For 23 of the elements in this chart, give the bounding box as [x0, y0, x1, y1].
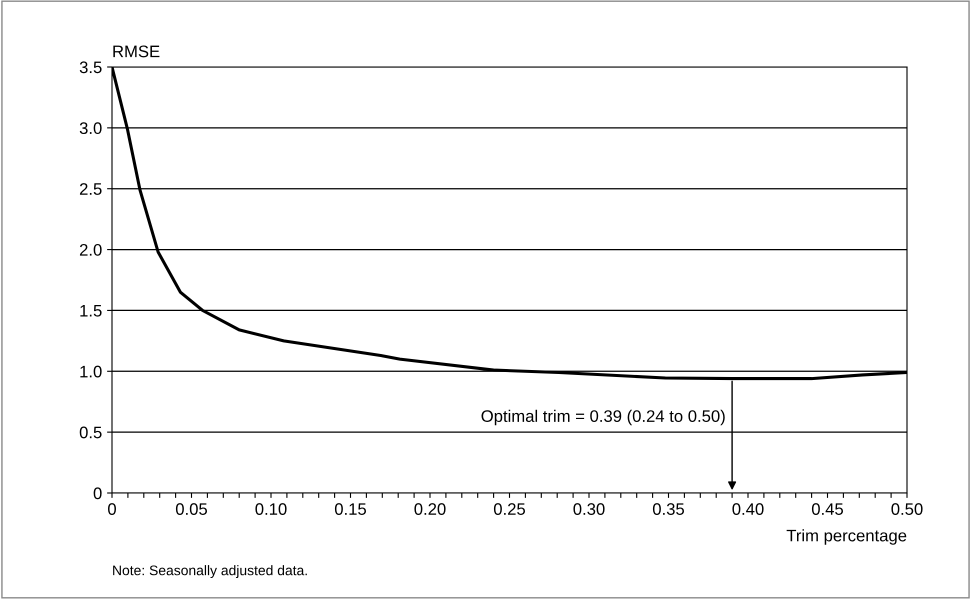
- y-tick-label: 2.0: [80, 244, 102, 256]
- text: Note: Seasonally adjusted data.: [113, 565, 307, 578]
- x-tick-label: 0.45: [812, 503, 844, 515]
- x-tick-label: 0.35: [652, 503, 684, 515]
- x-tick-label: 0.15: [334, 503, 366, 515]
- y-tick-label: 0: [94, 487, 102, 500]
- x-tick-label: 0.05: [176, 503, 208, 515]
- x-tick-label: 0.40: [732, 503, 764, 515]
- x-axis-title: Trim percentage: [786, 529, 906, 545]
- x-tick-label: 0.25: [494, 503, 526, 515]
- x-tick-label: 0: [108, 503, 116, 515]
- x-tick-label: 0.30: [573, 503, 605, 515]
- y-tick-label: 3.0: [80, 122, 102, 134]
- y-tick-label: 0.5: [80, 426, 102, 438]
- y-tick-label: 3.5: [80, 61, 102, 74]
- y-tick-label: 1.5: [80, 305, 102, 317]
- x-tick-label: 0.10: [255, 503, 287, 515]
- x-tick-label: 0.20: [414, 503, 446, 515]
- x-tick-label: 0.50: [891, 503, 923, 515]
- y-tick-label: 1.0: [80, 366, 102, 378]
- y-axis-title: RMSE: [113, 46, 160, 58]
- y-tick-label: 2.5: [80, 183, 102, 195]
- annotation: Optimal trim = 0.39 (0.24 to 0.50): [482, 410, 725, 426]
